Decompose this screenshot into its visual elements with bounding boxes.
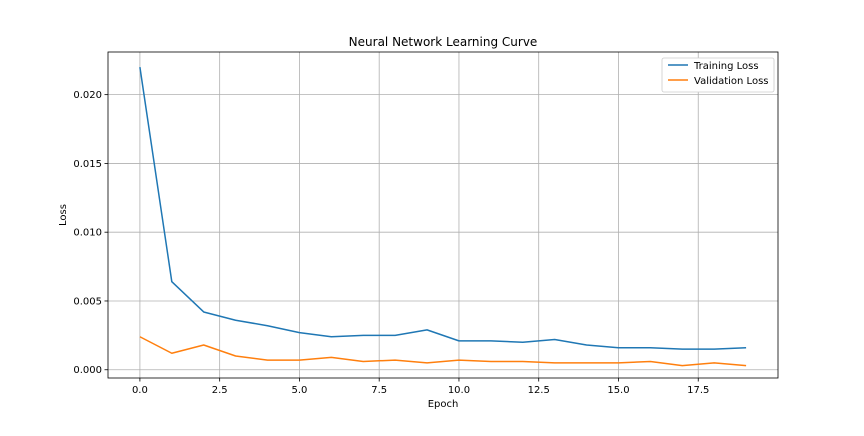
y-axis-label: Loss <box>58 204 69 226</box>
y-tick-label: 0.000 <box>73 365 102 376</box>
legend-box <box>661 57 775 93</box>
y-tick-label: 0.015 <box>73 159 102 170</box>
x-tick-label: 17.5 <box>687 385 709 396</box>
legend-label-validation: Validation Loss <box>694 76 769 87</box>
y-tick-label: 0.010 <box>73 228 102 239</box>
x-axis-label: Epoch <box>428 399 459 410</box>
training-loss-line <box>139 67 747 350</box>
grid-layer <box>108 52 778 378</box>
plot-frame <box>107 51 779 379</box>
y-tick-label: 0.020 <box>73 90 102 101</box>
series-layer <box>139 67 747 367</box>
x-tick-label: 0.0 <box>132 385 148 396</box>
x-tick-label: 5.0 <box>291 385 307 396</box>
y-axis-ticks: 0.000 0.005 0.010 0.015 0.020 <box>73 90 108 376</box>
y-tick-label: 0.005 <box>73 296 102 307</box>
x-axis-ticks: 0.0 2.5 5.0 7.5 10.0 12.5 15.0 17.5 <box>132 378 709 396</box>
x-tick-label: 12.5 <box>528 385 550 396</box>
x-tick-label: 7.5 <box>371 385 387 396</box>
x-tick-label: 15.0 <box>607 385 629 396</box>
chart-title: Neural Network Learning Curve <box>349 35 538 49</box>
legend-label-training: Training Loss <box>693 61 759 72</box>
x-tick-label: 2.5 <box>212 385 228 396</box>
x-tick-label: 10.0 <box>448 385 470 396</box>
validation-loss-line <box>139 336 747 367</box>
chart-legend: Training Loss Validation Loss <box>661 57 775 93</box>
